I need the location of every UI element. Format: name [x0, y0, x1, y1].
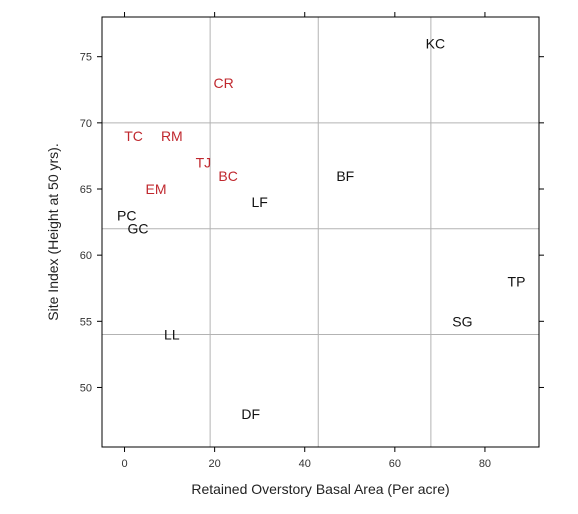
x-tick-label-20: 20 — [209, 458, 221, 470]
point-label-cr: CR — [214, 75, 234, 91]
reference-lines — [102, 17, 539, 447]
y-tick-label-75: 75 — [80, 52, 92, 64]
y-tick-label-55: 55 — [80, 316, 92, 328]
point-label-gc: GC — [128, 221, 149, 237]
point-label-sg: SG — [452, 313, 472, 329]
point-label-em: EM — [146, 181, 167, 197]
point-label-lf: LF — [252, 194, 268, 210]
y-axis-title: Site Index (Height at 50 yrs). — [45, 143, 61, 320]
point-label-bc: BC — [218, 168, 237, 184]
y-tick-label-70: 70 — [80, 118, 92, 130]
point-label-df: DF — [241, 406, 260, 422]
point-label-tc: TC — [124, 128, 143, 144]
x-tick-label-60: 60 — [389, 458, 401, 470]
y-tick-label-60: 60 — [80, 250, 92, 262]
point-label-pc: PC — [117, 207, 136, 223]
y-tick-label-50: 50 — [80, 382, 92, 394]
x-axis-title: Retained Overstory Basal Area (Per acre) — [191, 481, 449, 497]
y-tick-label-65: 65 — [80, 184, 92, 196]
x-tick-label-0: 0 — [121, 458, 127, 470]
point-label-kc: KC — [426, 35, 445, 51]
x-tick-label-80: 80 — [479, 458, 491, 470]
point-label-tp: TP — [508, 274, 526, 290]
point-label-rm: RM — [161, 128, 183, 144]
axis-ticks: 0 20 40 60 80 50 55 60 65 70 75 — [80, 12, 544, 470]
point-label-bf: BF — [336, 168, 354, 184]
point-label-ll: LL — [164, 327, 180, 343]
plot-frame — [101, 16, 540, 448]
point-label-tj: TJ — [196, 155, 212, 171]
x-tick-label-40: 40 — [299, 458, 311, 470]
